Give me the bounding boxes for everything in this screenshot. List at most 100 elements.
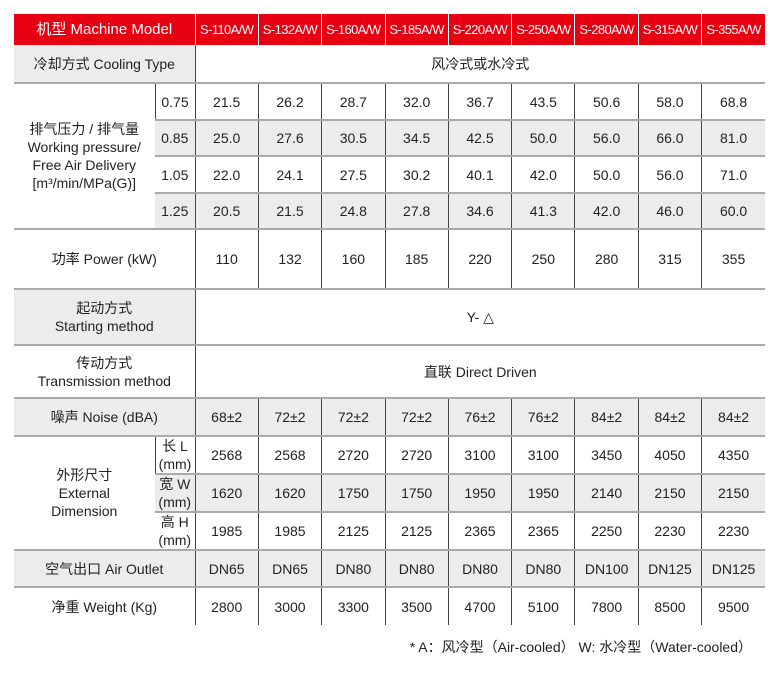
model-header: S-220A/W	[447, 14, 512, 45]
value-cell: 72±2	[257, 398, 322, 437]
model-header: S-280A/W	[574, 14, 639, 45]
label-en: Free Air Delivery	[32, 157, 136, 173]
value-cell: 32.0	[384, 83, 449, 121]
cooling-value: 风冷式或水冷式	[194, 45, 765, 84]
value-cell: DN125	[637, 550, 702, 588]
value-cell: 1950	[511, 474, 575, 513]
value-cell: 7800	[574, 587, 639, 625]
value-cell: 84±2	[574, 398, 639, 437]
value-cell: 2568	[194, 436, 259, 475]
outlet-row: 空气出口 Air Outlet DN65 DN65 DN80 DN80 DN80 DN80 D…	[14, 550, 765, 588]
value-cell: 2365	[511, 512, 575, 551]
pressure-row: 0.85 25.0 27.6 30.5 34.5 42.5 50.0 56.0 66.0 81.0	[14, 120, 765, 157]
value-cell: 30.5	[321, 120, 385, 157]
value-cell: 1950	[447, 474, 512, 513]
dimension-row: 外形尺寸 External Dimension 长 L (mm) 2568 2568 272…	[14, 436, 765, 551]
pressure-value: 0.85	[155, 120, 196, 157]
value-cell: DN125	[701, 550, 765, 588]
value-cell: 76±2	[511, 398, 575, 437]
value-cell: 28.7	[321, 83, 385, 121]
value-cell: 250	[511, 229, 575, 290]
starting-value: Y- △	[194, 289, 765, 346]
value-cell: 2720	[384, 436, 449, 475]
value-cell: 8500	[637, 587, 702, 625]
value-cell: DN80	[447, 550, 512, 588]
value-cell: 20.5	[194, 193, 259, 230]
value-cell: 3450	[574, 436, 639, 475]
value-cell: 81.0	[701, 120, 765, 157]
spec-table: 机型 Machine Model S-110A/W S-132A/W S-160A/W…	[14, 14, 765, 625]
value-cell: 2800	[194, 587, 259, 625]
value-cell: 2230	[701, 512, 765, 551]
value-cell: 22.0	[194, 156, 259, 194]
dimension-row: 宽 W (mm) 1620 1620 1750 1750 1950 1950 2140 2150…	[14, 474, 765, 513]
value-cell: 21.5	[194, 83, 259, 121]
value-cell: 30.2	[384, 156, 449, 194]
value-cell: 3300	[321, 587, 385, 625]
value-cell: 72±2	[384, 398, 449, 437]
value-cell: 9500	[701, 587, 765, 625]
value-cell: 280	[574, 229, 639, 290]
value-cell: DN80	[384, 550, 449, 588]
transmission-value: 直联 Direct Driven	[194, 345, 765, 399]
power-row: 功率 Power (kW) 110 132 160 185 220 250 280 315 355	[14, 229, 765, 290]
pressure-label: 排气压力 / 排气量 Working pressure/Free Air Deli…	[14, 83, 155, 230]
value-cell: 21.5	[257, 193, 322, 230]
value-cell: 46.0	[637, 193, 702, 230]
value-cell: 42.5	[447, 120, 512, 157]
label-en: Working pressure/	[27, 139, 141, 155]
value-cell: 72±2	[321, 398, 385, 437]
pressure-value: 1.25	[155, 193, 196, 230]
value-cell: 26.2	[257, 83, 322, 121]
value-cell: 68.8	[701, 83, 765, 121]
value-cell: 71.0	[701, 156, 765, 194]
row-label: 冷却方式 Cooling Type	[14, 45, 196, 84]
value-cell: 84±2	[637, 398, 702, 437]
value-cell: 2140	[574, 474, 639, 513]
label-en: Dimension	[51, 503, 118, 519]
footnote: * A：风冷型（Air-cooled） W: 水冷型（Water-cooled）	[409, 639, 752, 655]
value-cell: 24.8	[321, 193, 385, 230]
pressure-row: 1.05 22.0 24.1 27.5 30.2 40.1 42.0 50.0 56.0 71.0	[14, 156, 765, 194]
value-cell: 43.5	[511, 83, 575, 121]
value-cell: DN100	[574, 550, 639, 588]
value-cell: 1620	[257, 474, 322, 513]
value-cell: 84±2	[701, 398, 765, 437]
label-cn: 外形尺寸	[56, 467, 113, 483]
value-cell: DN80	[511, 550, 575, 588]
value-cell: 2125	[321, 512, 385, 551]
value-cell: 132	[257, 229, 322, 290]
value-cell: 220	[447, 229, 512, 290]
label-en: External	[58, 485, 110, 501]
row-label: 功率 Power (kW)	[14, 229, 196, 290]
pressure-value: 1.05	[155, 156, 196, 194]
label-cn: 起动方式	[76, 300, 133, 316]
value-cell: 1985	[194, 512, 259, 551]
value-cell: DN65	[194, 550, 259, 588]
value-cell: 2720	[321, 436, 385, 475]
value-cell: 3000	[257, 587, 322, 625]
value-cell: 3500	[384, 587, 449, 625]
value-cell: DN80	[321, 550, 385, 588]
value-cell: 40.1	[447, 156, 512, 194]
value-cell: 34.5	[384, 120, 449, 157]
value-cell: 2250	[574, 512, 639, 551]
value-cell: 58.0	[637, 83, 702, 121]
value-cell: 27.5	[321, 156, 385, 194]
value-cell: 2365	[447, 512, 512, 551]
value-cell: 5100	[511, 587, 575, 625]
value-cell: 185	[384, 229, 449, 290]
pressure-row: 排气压力 / 排气量 Working pressure/Free Air Deli…	[14, 83, 765, 230]
value-cell: 1620	[194, 474, 259, 513]
value-cell: 50.0	[574, 156, 639, 194]
value-cell: 25.0	[194, 120, 259, 157]
value-cell: 1750	[321, 474, 385, 513]
noise-row: 噪声 Noise (dBA) 68±2 72±2 72±2 72±2 76±2 76±2 84…	[14, 398, 765, 437]
row-label: 起动方式 Starting method	[14, 289, 196, 346]
header-label: 机型 Machine Model	[14, 14, 196, 45]
value-cell: 36.7	[447, 83, 512, 121]
value-cell: 2150	[701, 474, 765, 513]
value-cell: 50.0	[511, 120, 575, 157]
value-cell: 24.1	[257, 156, 322, 194]
weight-row: 净重 Weight (Kg) 2800 3000 3300 3500 4700 5100 78…	[14, 587, 765, 625]
